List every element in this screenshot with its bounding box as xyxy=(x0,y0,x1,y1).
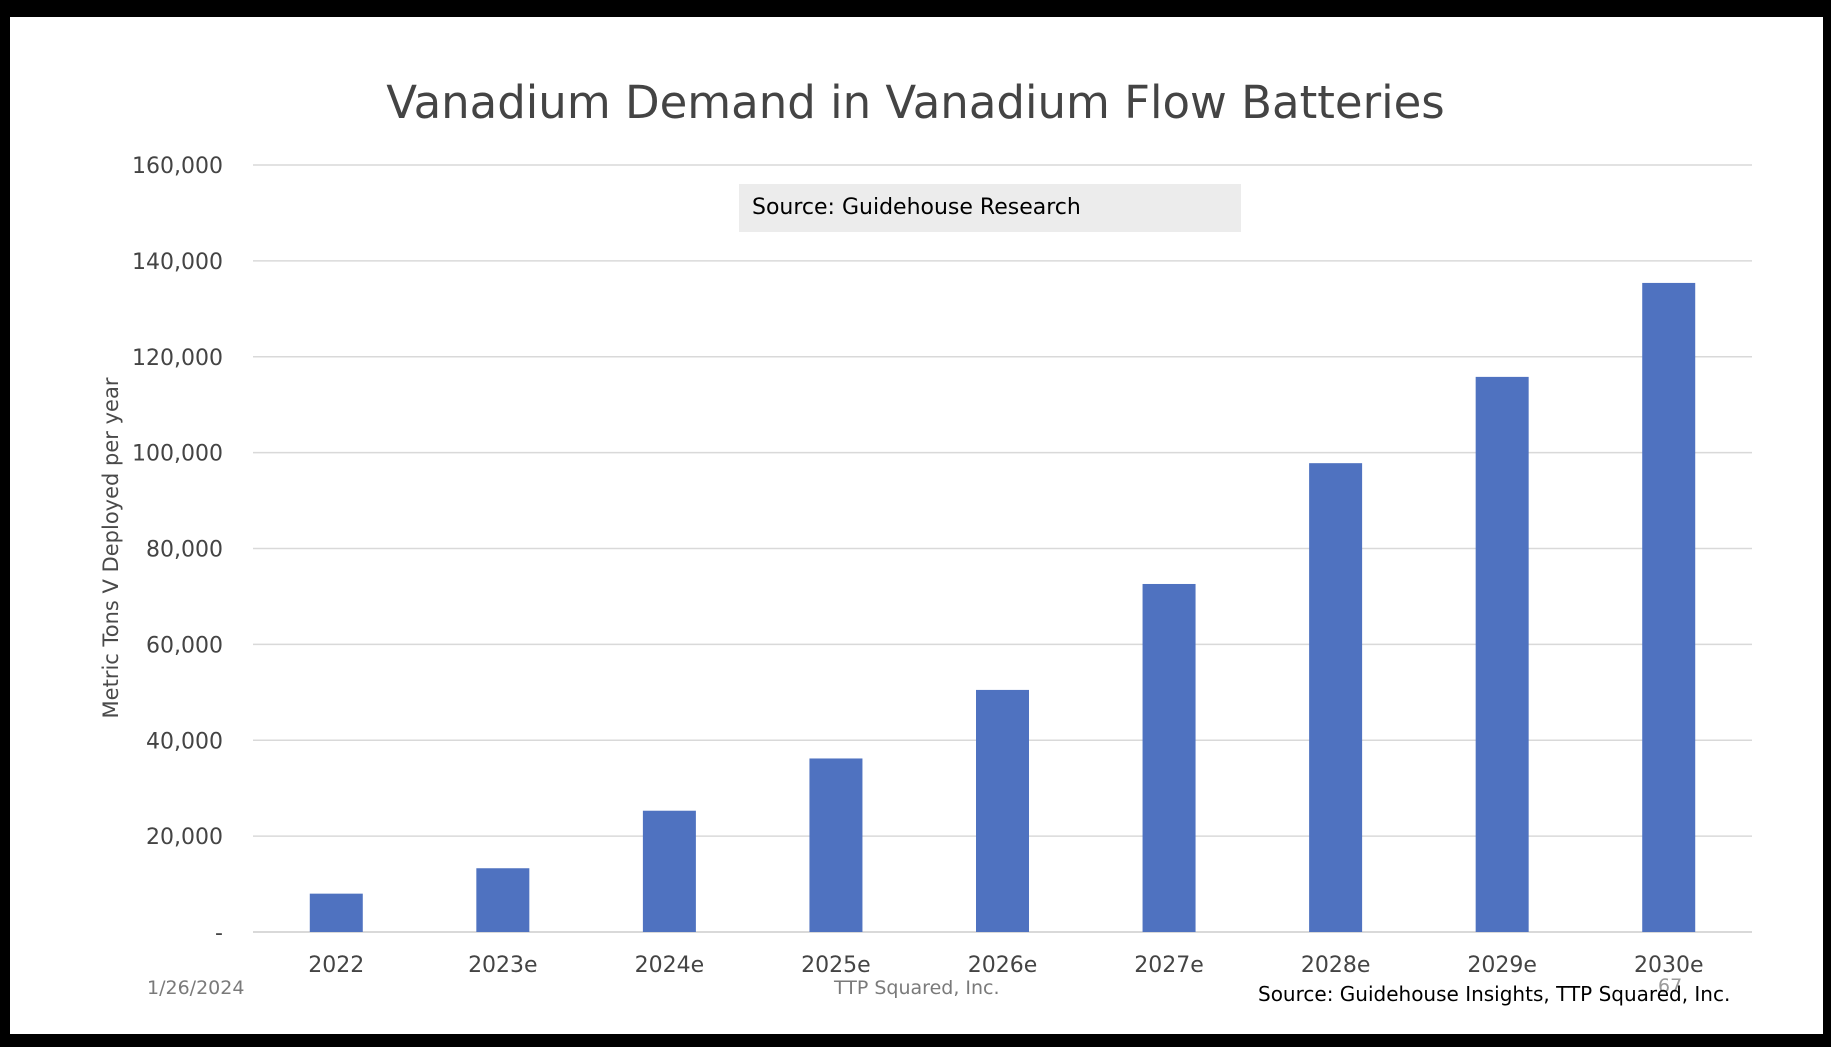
bar-2022 xyxy=(309,893,363,932)
x-tick-label: 2028e xyxy=(1301,953,1371,978)
slide-date: 1/26/2024 xyxy=(147,977,245,999)
bar-2025e xyxy=(809,758,863,932)
x-tick-label: 2027e xyxy=(1134,953,1204,978)
y-axis-ticks: - 20,000 40,000 60,000 80,000 100,000 120,000 1… xyxy=(132,154,223,946)
footer-source: Source: Guidehouse Insights, TTP Squared… xyxy=(1258,982,1731,1006)
x-tick-label: 2022 xyxy=(308,953,364,978)
bar-2028e xyxy=(1309,463,1363,932)
slide-company: TTP Squared, Inc. xyxy=(834,977,1000,999)
x-tick-label: 2023e xyxy=(468,953,538,978)
y-tick-label: - xyxy=(215,921,223,946)
bars xyxy=(309,282,1696,932)
bar-2024e xyxy=(642,810,696,932)
bar-2027e xyxy=(1142,583,1196,932)
source-annotation-box: Source: Guidehouse Research xyxy=(739,184,1241,232)
x-tick-label: 2024e xyxy=(635,953,705,978)
y-tick-label: 80,000 xyxy=(146,538,223,563)
slide-page-number: 67 xyxy=(1658,975,1683,997)
y-tick-label: 140,000 xyxy=(132,250,223,275)
bar-2029e xyxy=(1475,376,1529,932)
y-tick-label: 20,000 xyxy=(146,825,223,850)
chart-title: Vanadium Demand in Vanadium Flow Batteri… xyxy=(386,76,1445,129)
y-tick-label: 40,000 xyxy=(146,729,223,754)
x-tick-label: 2025e xyxy=(801,953,871,978)
y-tick-label: 120,000 xyxy=(132,346,223,371)
x-axis-ticks: 2022 2023e 2024e 2025e 2026e 2027e 2028e 2029e 2… xyxy=(308,953,1703,978)
y-tick-label: 60,000 xyxy=(146,633,223,658)
y-tick-label: 160,000 xyxy=(132,154,223,179)
source-annotation: Source: Guidehouse Research xyxy=(752,195,1081,220)
bar-2030e xyxy=(1642,282,1696,932)
bar-2023e xyxy=(476,868,530,932)
x-tick-label: 2030e xyxy=(1634,953,1704,978)
bar-2026e xyxy=(976,689,1029,932)
x-tick-label: 2029e xyxy=(1467,953,1537,978)
y-tick-label: 100,000 xyxy=(132,442,223,467)
x-tick-label: 2026e xyxy=(968,953,1038,978)
